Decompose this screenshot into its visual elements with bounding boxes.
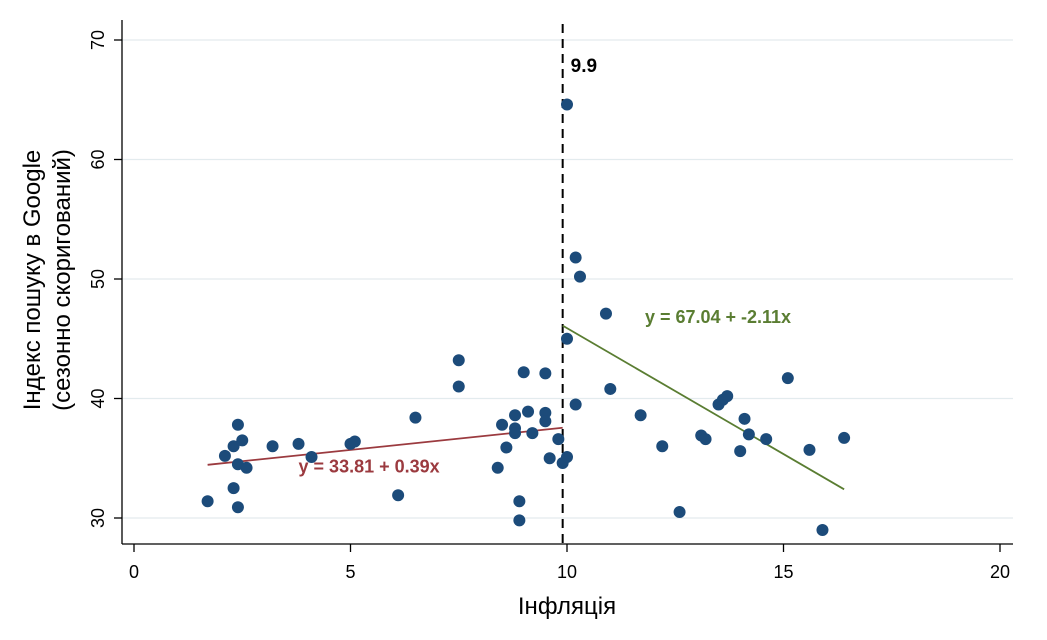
cutoff-label: 9.9 (571, 56, 597, 77)
data-point (491, 461, 504, 474)
data-point (673, 506, 686, 519)
x-tick-label: 10 (557, 562, 577, 582)
data-point (634, 409, 647, 422)
data-point (409, 411, 422, 424)
data-point (838, 431, 851, 444)
data-point (227, 482, 240, 495)
data-point (201, 495, 214, 508)
x-axis-title: Інфляція (518, 593, 616, 620)
data-point (522, 405, 535, 418)
data-point (500, 441, 513, 454)
y-axis-title-line: Індекс пошуку в Google (19, 150, 46, 411)
data-point (509, 427, 522, 440)
data-point (781, 372, 794, 385)
y-tick-label: 70 (88, 30, 108, 50)
y-tick-label: 30 (88, 508, 108, 528)
data-point (539, 406, 552, 419)
data-point (656, 440, 669, 453)
data-point (699, 433, 712, 446)
data-point (569, 251, 582, 264)
data-point (513, 514, 526, 527)
data-point (218, 449, 231, 462)
y-tick-label: 40 (88, 388, 108, 408)
data-point (266, 440, 279, 453)
data-point (803, 443, 816, 456)
data-point (305, 451, 318, 464)
data-point (816, 523, 829, 536)
fit-equation-1: y = 33.81 + 0.39x (299, 457, 440, 477)
data-point (599, 307, 612, 320)
data-point (539, 415, 552, 428)
x-tick-label: 15 (773, 562, 793, 582)
y-tick-label: 60 (88, 149, 108, 169)
fit-equation-2: y = 67.04 + -2.11x (645, 307, 791, 327)
fit-line-2 (562, 324, 845, 491)
data-point (721, 390, 734, 403)
data-point (227, 440, 240, 453)
fit-line-1 (207, 426, 563, 466)
data-point (561, 332, 573, 345)
data-point (236, 434, 249, 447)
x-tick-label: 5 (345, 562, 355, 582)
data-point (573, 270, 586, 283)
gridlines (122, 39, 1013, 519)
data-point (292, 437, 305, 450)
y-tick-label: 50 (88, 269, 108, 289)
data-point (452, 380, 465, 393)
data-point (348, 435, 361, 448)
data-point (392, 489, 405, 502)
axes: 30 40 50 60 70 0 5 10 15 20 (88, 20, 1013, 582)
data-point (561, 98, 573, 111)
data-point (513, 495, 526, 508)
data-point (517, 366, 530, 379)
data-point (509, 409, 522, 422)
data-point (604, 382, 617, 395)
data-point (742, 428, 755, 441)
data-point (526, 427, 539, 440)
fit-lines (207, 324, 845, 491)
x-tick-label: 20 (990, 562, 1010, 582)
data-point (240, 461, 253, 474)
chart-labels: Інфляція Індекс пошуку в Google (сезонно с… (19, 56, 791, 620)
data-point (569, 398, 582, 411)
data-point (543, 452, 556, 465)
data-point (496, 418, 509, 431)
data-point (552, 433, 565, 446)
data-point (539, 367, 552, 380)
data-points (201, 98, 851, 536)
data-point (231, 501, 244, 514)
data-point (738, 412, 751, 425)
data-point (452, 354, 465, 367)
x-tick-label: 0 (129, 562, 139, 582)
data-point (760, 433, 773, 446)
y-axis-title-line: (сезонно скоригований) (49, 149, 76, 411)
data-point (231, 418, 244, 431)
data-point (734, 445, 747, 458)
data-point (561, 451, 573, 464)
